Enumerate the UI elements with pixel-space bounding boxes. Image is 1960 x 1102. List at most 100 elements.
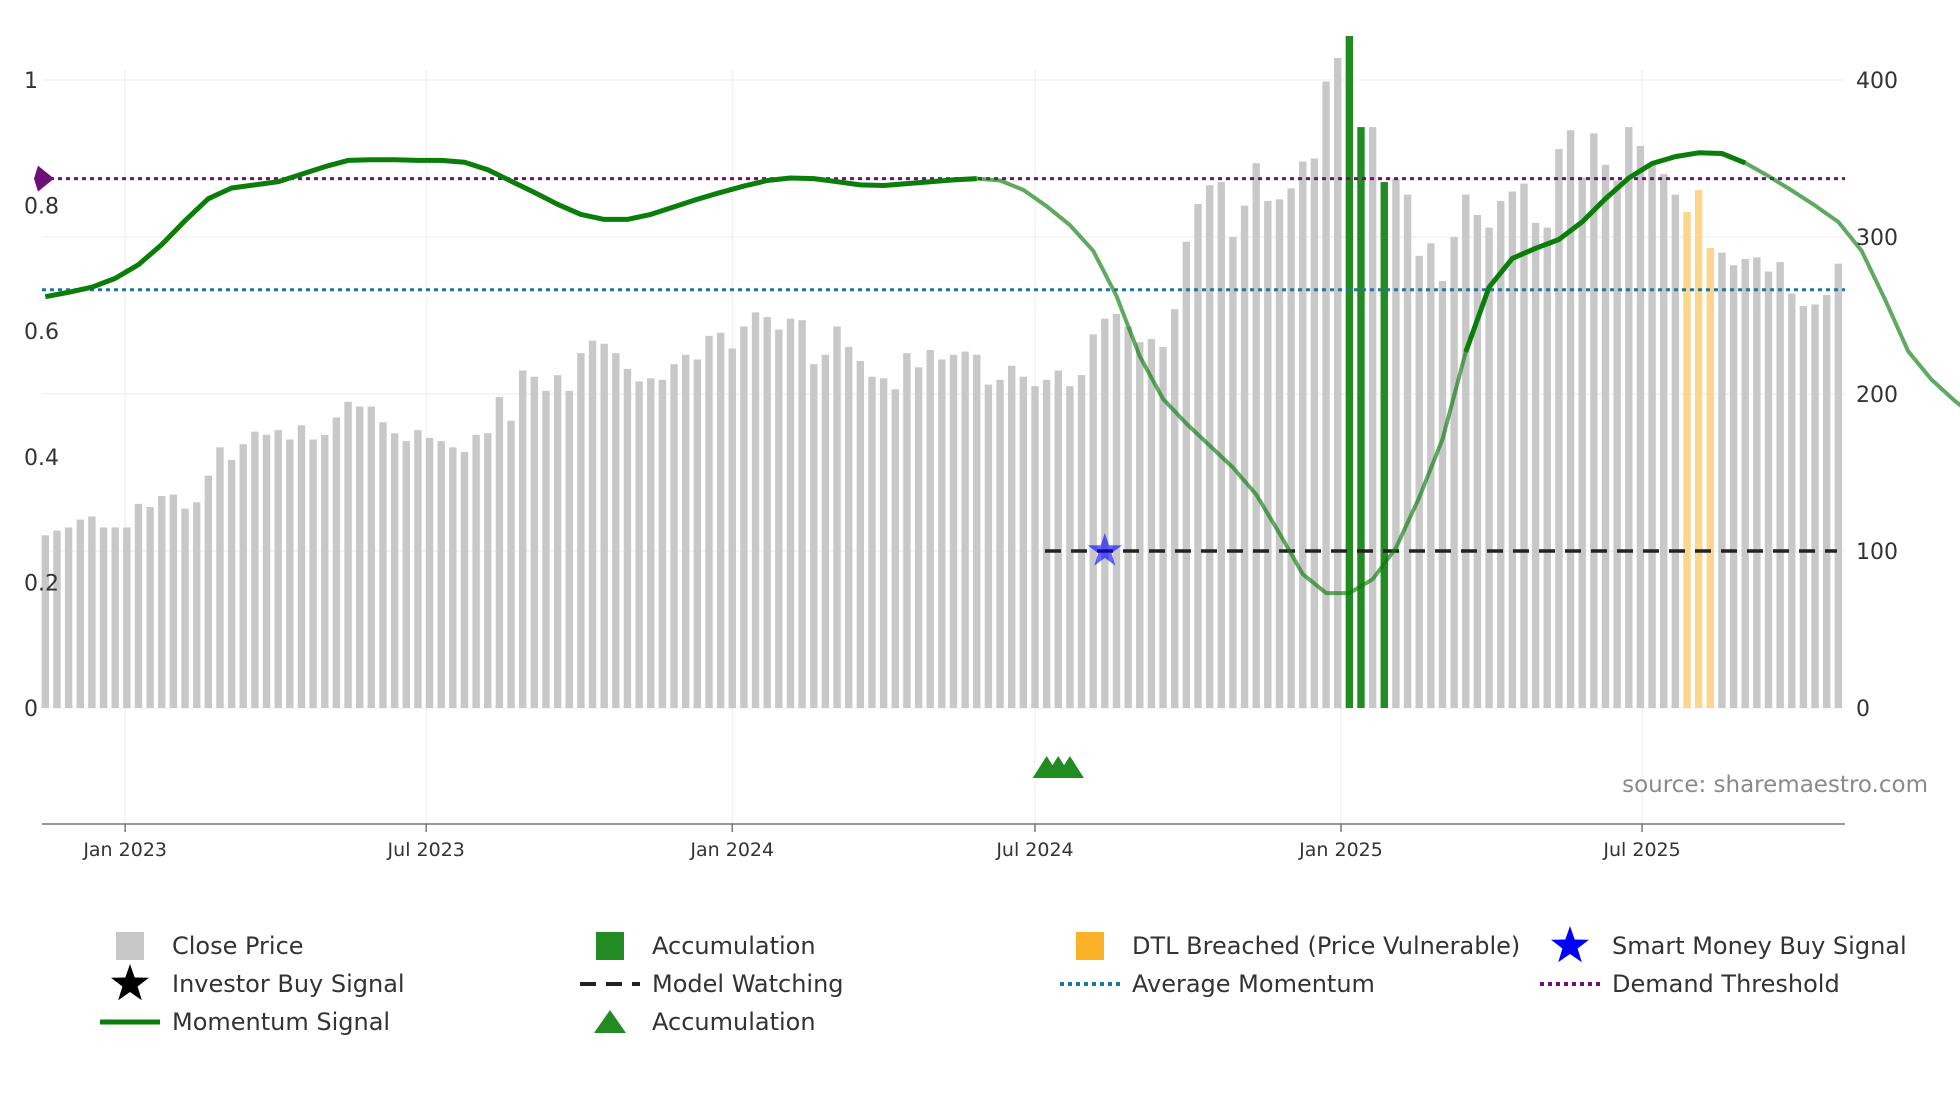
close-price-bar	[1450, 237, 1458, 708]
close-price-bar	[169, 494, 178, 708]
close-price-bar	[1240, 205, 1249, 708]
close-price-bar	[833, 326, 841, 708]
close-price-bar	[1124, 326, 1132, 708]
right-axis-tick-label: 200	[1856, 383, 1898, 408]
legend-label: Momentum Signal	[172, 1008, 390, 1036]
close-price-bar	[321, 434, 329, 708]
close-price-bar	[1299, 161, 1307, 708]
close-price-bar	[390, 433, 399, 708]
accumulation-bar	[1380, 182, 1388, 709]
close-price-bar	[1194, 204, 1202, 708]
close-price-bar	[484, 433, 492, 708]
demand-threshold-marker	[34, 165, 54, 192]
close-price-bar	[1415, 255, 1423, 708]
close-price-bar	[868, 376, 876, 708]
close-price-bar	[1182, 241, 1191, 708]
close-price-bar	[1275, 199, 1284, 708]
close-price-bar	[775, 329, 783, 708]
close-price-bar	[600, 343, 608, 708]
close-price-bar	[1170, 309, 1179, 708]
investor-buy-legend-icon	[111, 964, 149, 1001]
close-price-bar	[821, 354, 830, 708]
legend-label: DTL Breached (Price Vulnerable)	[1132, 932, 1520, 960]
close-price-bar	[1427, 243, 1435, 708]
close-price-bar	[1590, 133, 1598, 708]
axes: 0 0.2 0.4 0.6 0.8 1 0 100 200 300 400 Jan 2023 Jul 2…	[24, 69, 1898, 861]
close-price-bar	[1089, 334, 1097, 708]
close-price-bar	[344, 401, 352, 708]
close-price-bar	[1101, 318, 1109, 708]
legend-label: Close Price	[172, 932, 304, 960]
legend-item: Accumulation	[596, 932, 816, 960]
left-axis-tick-label: 1	[24, 69, 38, 94]
close-price-bar	[740, 326, 748, 708]
close-price-bar	[681, 354, 690, 708]
accumulation-bar	[1345, 36, 1354, 709]
smart-money-buy-signal-marker	[1087, 533, 1122, 566]
right-axis-tick-label: 100	[1856, 540, 1898, 565]
close-price-bar	[437, 441, 445, 708]
accumulation-marker-legend-icon	[594, 1010, 626, 1033]
source-label: source: sharemaestro.com	[1622, 772, 1928, 798]
close-price-bar	[1485, 227, 1493, 708]
close-price-bar	[542, 390, 550, 708]
close-price-bar	[1066, 386, 1074, 708]
close-price-bar	[635, 381, 643, 708]
close-price-bar	[216, 447, 224, 708]
close-price-bar	[1531, 222, 1540, 708]
accumulation-legend-icon	[596, 932, 624, 960]
close-price-bar	[1729, 265, 1738, 708]
x-axis-tick-label: Jan 2024	[689, 839, 774, 861]
close-price-bar	[1112, 313, 1121, 708]
close-price-bar	[728, 348, 736, 708]
x-axis-tick-label: Jan 2025	[1298, 839, 1383, 861]
right-axis-tick-label: 0	[1856, 697, 1870, 722]
close-price-bar	[355, 406, 364, 708]
close-price-bar	[88, 516, 96, 708]
close-price-bar	[1007, 365, 1016, 708]
x-axis-tick-label: Jul 2023	[387, 839, 465, 861]
legend-item: Close Price	[116, 932, 304, 960]
close-price-bar	[716, 332, 725, 708]
close-price-bar	[1462, 194, 1470, 709]
close-price-bar	[1310, 158, 1319, 708]
close-price-bar	[623, 368, 632, 708]
close-price-bar	[99, 527, 108, 708]
close-price-bar	[286, 439, 294, 708]
close-price-bar	[123, 527, 131, 708]
close-price-bar	[449, 447, 457, 708]
close-price-bar	[251, 431, 259, 708]
close-price-bar	[914, 367, 923, 708]
accumulation-bar	[1357, 127, 1365, 709]
close-price-bar	[1648, 164, 1656, 708]
close-price-bar	[1497, 200, 1505, 708]
close-price-bar	[1520, 183, 1528, 708]
left-axis-tick-label: 0.2	[24, 571, 59, 596]
legend-label: Accumulation	[652, 932, 816, 960]
close-price-bar	[239, 444, 247, 708]
close-price-bar	[134, 503, 143, 708]
close-price-bars	[41, 36, 1843, 709]
x-axis-tick-label: Jan 2023	[82, 839, 167, 861]
close-price-bar	[41, 535, 50, 708]
close-price-bar	[926, 350, 934, 708]
close-price-bar	[158, 496, 166, 708]
close-price-bar	[1322, 81, 1330, 708]
legend-item: Average Momentum	[1060, 970, 1375, 998]
close-price-bar	[309, 439, 317, 708]
close-price-bar	[1578, 177, 1586, 709]
close-price-bar	[1671, 194, 1680, 709]
close-price-bar	[472, 434, 480, 708]
close-price-bar	[262, 434, 271, 708]
close-price-bar	[891, 389, 899, 708]
close-price-bar	[565, 390, 573, 708]
close-price-bar	[460, 452, 469, 708]
close-price-bar	[658, 379, 667, 708]
close-price-bar	[670, 364, 678, 708]
close-price-bar	[1217, 182, 1225, 709]
close-price-bar	[1764, 271, 1773, 708]
close-price-bar	[227, 459, 236, 708]
close-price-bar	[903, 353, 911, 708]
close-price-bar	[1776, 262, 1784, 708]
close-price-bar	[1264, 200, 1272, 708]
